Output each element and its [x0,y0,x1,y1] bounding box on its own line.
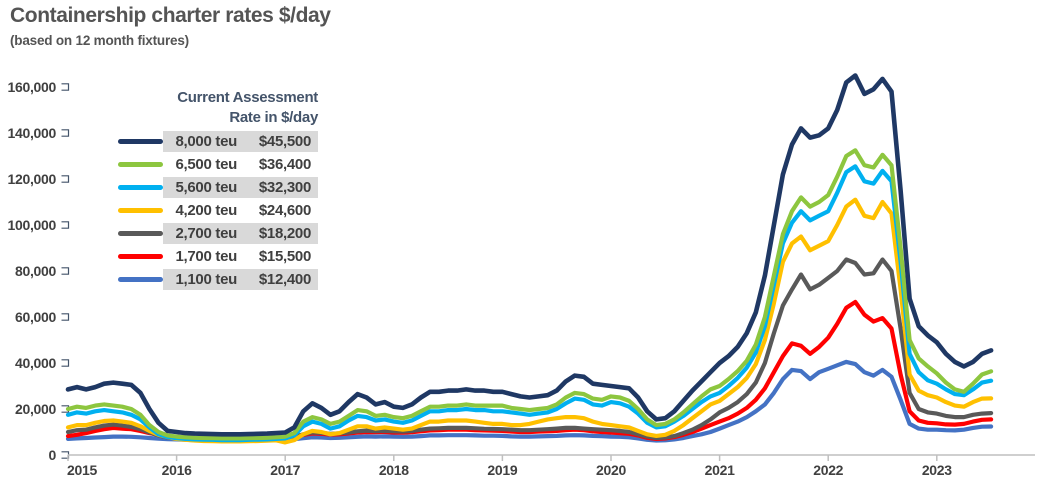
y-axis-tick [61,221,70,229]
legend-header-line2: Rate in $/day [229,109,318,126]
y-axis-tick [61,83,70,91]
axis-tick-label: 2016 [162,462,192,478]
chart-title: Containership charter rates $/day [10,4,331,27]
axis-tick-label: 140,000 [7,125,56,141]
legend-label: 5,600 teu [175,179,237,196]
series-swatch-1100-teu [118,277,163,282]
series-swatch-2700-teu [118,231,163,236]
legend: Current Assessment Rate in $/day 8,000 t… [118,88,318,291]
legend-row-5600-teu: 5,600 teu $32,300 [118,176,318,199]
series-swatch-1700-teu [118,254,163,259]
legend-label: 4,200 teu [175,202,237,219]
axis-tick-label: 2023 [922,462,952,478]
legend-row-1700-teu: 1,700 teu $15,500 [118,245,318,268]
axis-tick-label: 100,000 [7,217,56,233]
legend-row-1100-teu: 1,100 teu $12,400 [118,268,318,291]
axis-tick-label: 2018 [379,462,409,478]
axis-tick-label: 0 [49,447,57,463]
axis-tick-label: 2015 [67,462,97,478]
axis-tick-label: 120,000 [7,171,56,187]
legend-value: $24,600 [258,202,311,219]
series-line-1-700-teu [65,299,994,441]
y-axis-tick [61,175,70,183]
axis-tick-label: 2022 [813,462,843,478]
legend-row-2700-teu: 2,700 teu $18,200 [118,222,318,245]
y-axis-tick [61,359,70,367]
y-axis-tick [61,267,70,275]
series-swatch-8000-teu [118,139,163,144]
axis-tick-label: 160,000 [7,79,56,95]
axis-tick-label: 80,000 [15,263,57,279]
legend-header: Current Assessment Rate in $/day [118,88,318,128]
legend-row-4200-teu: 4,200 teu $24,600 [118,199,318,222]
legend-value: $45,500 [258,133,311,150]
chart-subtitle: (based on 12 month fixtures) [10,33,189,48]
axis-tick-label: 20,000 [15,401,57,417]
axis-tick-label: 2020 [596,462,626,478]
axis-tick-label: 2019 [487,462,517,478]
legend-row-6500-teu: 6,500 teu $36,400 [118,153,318,176]
legend-label: 2,700 teu [175,225,237,242]
legend-row-8000-teu: 8,000 teu $45,500 [118,130,318,153]
legend-label: 1,100 teu [175,271,237,288]
y-axis-tick [61,129,70,137]
legend-value: $18,200 [258,225,311,242]
legend-value: $15,500 [258,248,311,265]
y-axis-tick [61,313,70,321]
legend-value: $36,400 [258,156,311,173]
series-line-6-500-teu [65,148,994,441]
legend-label: 8,000 teu [175,133,237,150]
series-swatch-6500-teu [118,162,163,167]
legend-value: $32,300 [258,179,311,196]
axis-tick-label: 2021 [705,462,735,478]
axis-tick-label: 60,000 [15,309,57,325]
legend-header-line1: Current Assessment [177,89,318,106]
series-swatch-4200-teu [118,208,163,213]
series-swatch-5600-teu [118,185,163,190]
legend-label: 6,500 teu [175,156,237,173]
axis-tick-label: 40,000 [15,355,57,371]
legend-label: 1,700 teu [175,248,237,265]
axis-tick-label: 2017 [270,462,300,478]
series-line-8-000-teu [65,73,994,437]
legend-value: $12,400 [258,271,311,288]
